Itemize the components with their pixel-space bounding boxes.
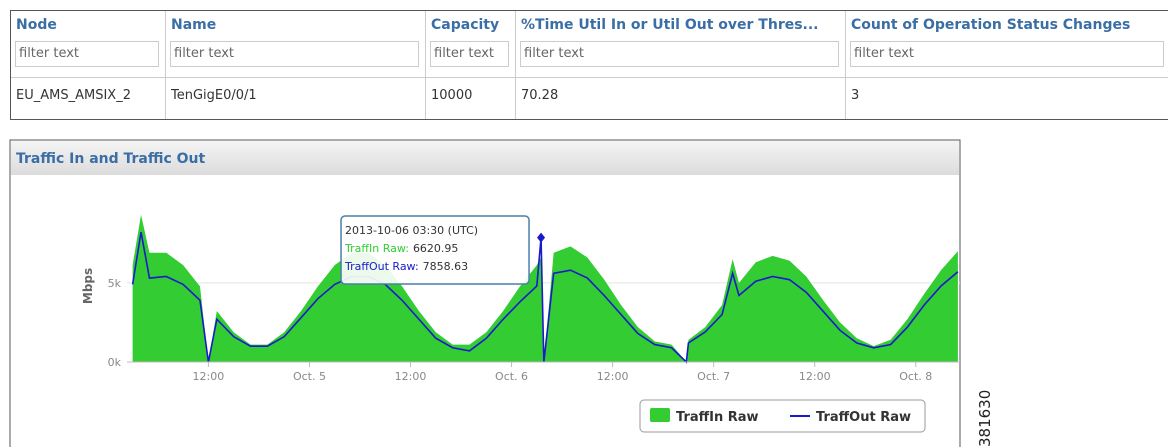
- tooltip-marker: [537, 232, 546, 243]
- legend: TraffIn Raw TraffOut Raw: [639, 399, 926, 433]
- table-column: Count of Operation Status Changes filter …: [846, 11, 1168, 119]
- x-tick-label: 12:00: [799, 370, 831, 383]
- area-series: [132, 214, 958, 362]
- filter-input[interactable]: filter text: [430, 41, 509, 67]
- x-tick-label: 12:00: [597, 370, 629, 383]
- tooltip-row: TraffIn Raw: 6620.95: [344, 242, 458, 255]
- filter-input[interactable]: filter text: [520, 41, 839, 67]
- filter-input[interactable]: filter text: [850, 41, 1164, 67]
- chart-header: [11, 141, 959, 175]
- table-column: Node filter text EU_AMS_AMSIX_2: [11, 11, 166, 119]
- tooltip-label: TraffOut Raw:: [344, 260, 419, 273]
- tooltip-box: [340, 215, 530, 285]
- column-header[interactable]: %Time Util In or Util Out over Thres...: [521, 17, 819, 33]
- table-column: Name filter text TenGigE0/0/1: [166, 11, 426, 119]
- tooltip: 2013-10-06 03:30 (UTC) TraffIn Raw: 6620.9…: [340, 215, 530, 285]
- legend-label: TraffIn Raw: [676, 410, 759, 425]
- tooltip-label: TraffIn Raw:: [344, 242, 409, 255]
- y-tick-label: 0k: [108, 356, 122, 369]
- column-header[interactable]: Count of Operation Status Changes: [851, 17, 1131, 33]
- table-cell: 70.28: [521, 88, 559, 103]
- x-tick-label: 12:00: [193, 370, 225, 383]
- line-series: [131, 232, 959, 364]
- legend-label: TraffOut Raw: [816, 410, 911, 425]
- table-cell: TenGigE0/0/1: [171, 88, 257, 103]
- y-tick-label: 5k: [108, 277, 122, 290]
- legend-box: [639, 399, 926, 433]
- table-cell: 10000: [431, 88, 473, 103]
- table: Node filter text EU_AMS_AMSIX_2 Name filter …: [10, 10, 1168, 120]
- x-tick-label: Oct. 5: [293, 370, 326, 383]
- filter-input[interactable]: filter text: [170, 41, 419, 67]
- table-column: Capacity filter text 10000: [426, 11, 516, 119]
- tooltip-row: TraffOut Raw: 7858.63: [344, 260, 468, 273]
- row-separator: [11, 77, 1168, 78]
- tooltip-value: 6620.95: [413, 242, 459, 255]
- column-header[interactable]: Name: [171, 17, 217, 33]
- legend-swatch: [650, 408, 670, 422]
- x-tick-label: Oct. 6: [495, 370, 528, 383]
- table-column: %Time Util In or Util Out over Thres... f…: [516, 11, 846, 119]
- figure-id: 381630: [976, 390, 994, 447]
- x-tick-label: 12:00: [395, 370, 427, 383]
- column-header[interactable]: Capacity: [431, 17, 500, 33]
- tooltip-value: 7858.63: [423, 260, 469, 273]
- chart-title: Traffic In and Traffic Out: [16, 151, 206, 167]
- y-axis-label: Mbps: [81, 268, 95, 304]
- x-tick-label: Oct. 8: [899, 370, 932, 383]
- filter-input[interactable]: filter text: [15, 41, 159, 67]
- tooltip-title: 2013-10-06 03:30 (UTC): [345, 224, 478, 237]
- x-tick-label: Oct. 7: [697, 370, 730, 383]
- table-cell: EU_AMS_AMSIX_2: [16, 88, 131, 103]
- table-cell: 3: [851, 88, 860, 103]
- column-header[interactable]: Node: [16, 17, 57, 33]
